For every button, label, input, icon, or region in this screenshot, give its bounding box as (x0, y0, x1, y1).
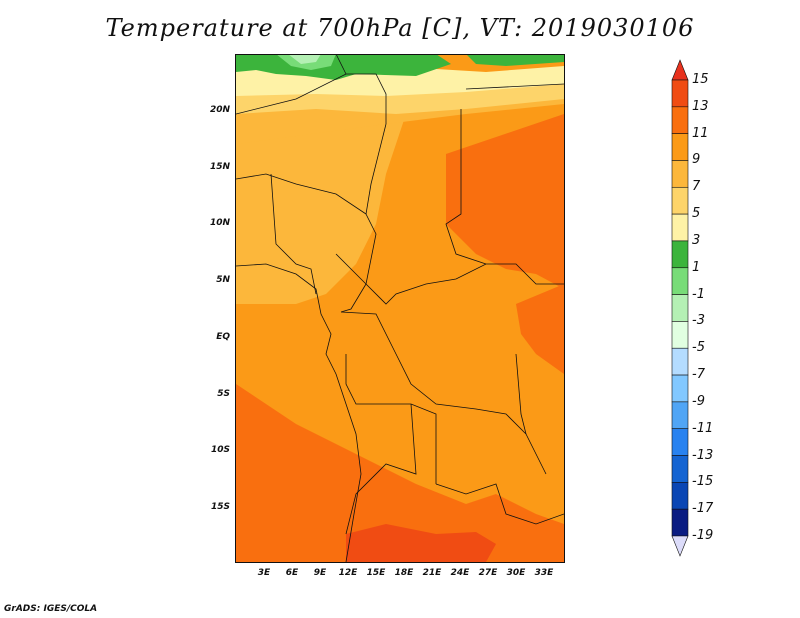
colorbar-segment (671, 482, 689, 510)
lon-label-30e: 30E (506, 568, 526, 578)
lat-label-10s: 10S (210, 445, 230, 455)
colorbar-label: -13 (692, 447, 714, 463)
colorbar-segment (671, 106, 689, 134)
field-13-15 (346, 524, 496, 562)
colorbar-segment (671, 508, 689, 537)
colorbar-segment (671, 321, 689, 349)
map-frame-top (235, 54, 565, 55)
lat-label-5s: 5S (217, 389, 230, 399)
lat-label-15s: 15S (210, 502, 230, 512)
temperature-map (236, 54, 564, 562)
field-11-13-east (446, 114, 564, 289)
colorbar-label: -3 (692, 313, 705, 329)
colorbar-label: 15 (692, 72, 709, 87)
colorbar-segment (671, 213, 689, 242)
field-1-3-east (466, 54, 564, 66)
colorbar-segment (671, 428, 689, 456)
lat-label-15n: 15N (209, 162, 230, 172)
field-11-13-south (236, 384, 564, 562)
colorbar-segment (671, 59, 689, 81)
field-7-9-west (236, 94, 406, 304)
colorbar-label: -19 (692, 528, 714, 543)
lon-label-33e: 33E (534, 568, 554, 578)
coastline (236, 263, 362, 562)
lat-label-5n: 5N (216, 275, 230, 285)
colorbar-segment (671, 374, 689, 403)
lon-label-12e: 12E (338, 568, 358, 578)
field-neg3-neg1 (288, 54, 321, 64)
map-title: Temperature at 700hPa [C], VT: 201903010… (105, 14, 695, 42)
colorbar-label: 7 (692, 179, 701, 195)
colorbar-label: -17 (692, 501, 714, 517)
field-11-13-lakes (516, 284, 564, 374)
country-borders (236, 54, 564, 535)
lat-label-10n: 10N (209, 218, 230, 228)
colorbar-label: 13 (692, 98, 709, 114)
colorbar-label: -7 (692, 367, 705, 383)
colorbar-segment (671, 133, 689, 161)
colorbar-label: 3 (692, 232, 701, 248)
lon-label-15e: 15E (366, 568, 386, 578)
lon-label-27e: 27E (478, 568, 498, 578)
colorbar-label: 5 (692, 206, 701, 222)
colorbar-label: 9 (692, 152, 701, 168)
colorbar (671, 59, 689, 557)
colorbar-label: -15 (692, 474, 714, 490)
colorbar-segment (671, 401, 689, 430)
colorbar-segment (671, 186, 689, 215)
footer-credit: GrADS: IGES/COLA (4, 604, 98, 614)
colorbar-segment (671, 535, 689, 557)
map-frame-left (235, 54, 236, 563)
colorbar-label: 11 (692, 125, 709, 141)
colorbar-segment (671, 455, 689, 483)
colorbar-segment (671, 79, 689, 108)
colorbar-label: -5 (692, 340, 705, 356)
colorbar-label: 1 (692, 259, 701, 275)
lon-label-21e: 21E (422, 568, 442, 578)
lon-label-6e: 6E (285, 568, 299, 578)
colorbar-label: -1 (692, 286, 705, 302)
lon-label-18e: 18E (394, 568, 414, 578)
map-frame-right (564, 54, 565, 563)
map-frame-bottom (235, 562, 565, 563)
lon-label-9e: 9E (313, 568, 327, 578)
colorbar-label: -9 (692, 393, 705, 409)
colorbar-segment (671, 347, 689, 376)
lon-label-24e: 24E (450, 568, 470, 578)
lon-label-3e: 3E (257, 568, 271, 578)
colorbar-segment (671, 267, 689, 295)
colorbar-label: -11 (692, 420, 714, 436)
colorbar-segment (671, 294, 689, 322)
colorbar-segment (671, 160, 689, 188)
lat-label-eq: EQ (216, 332, 230, 342)
lat-label-20n: 20N (209, 105, 230, 115)
colorbar-segment (671, 240, 689, 269)
